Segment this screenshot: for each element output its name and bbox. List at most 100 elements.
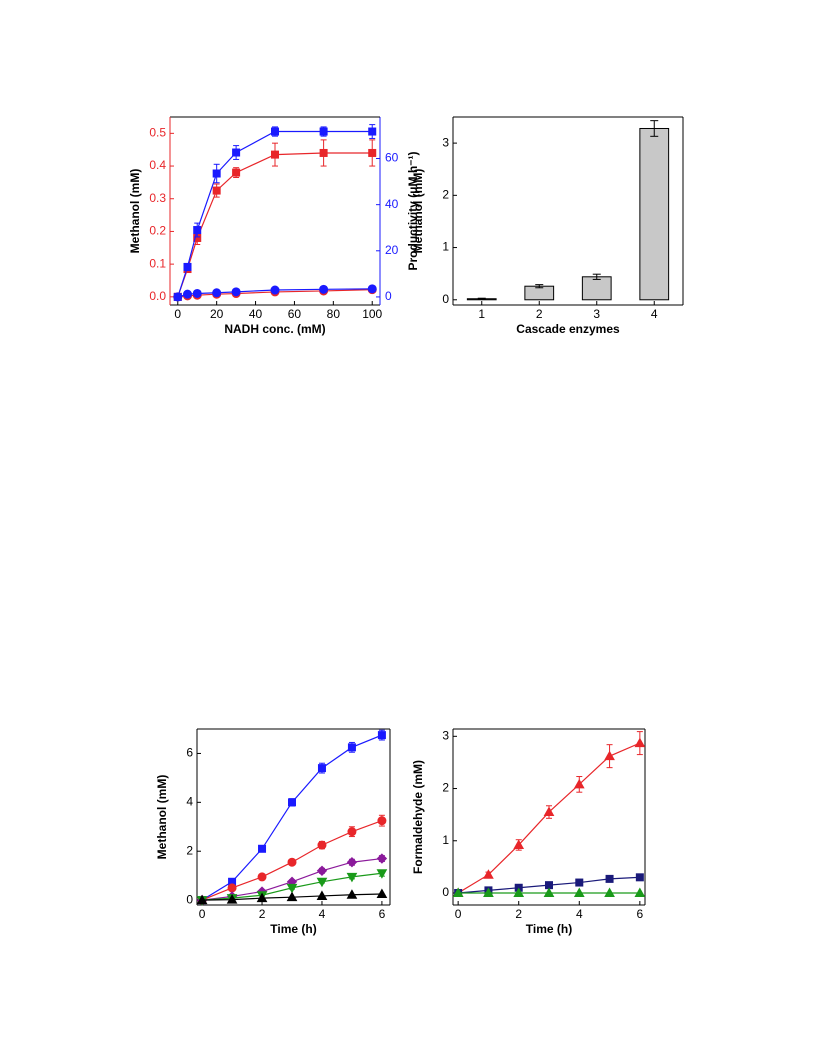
marker	[483, 887, 494, 897]
marker	[193, 226, 202, 235]
error-bar	[592, 273, 601, 280]
x-tick-label: 0	[199, 907, 206, 921]
marker	[604, 887, 615, 897]
marker	[573, 887, 585, 897]
marker	[634, 737, 646, 748]
marker	[316, 877, 328, 888]
y-axis-label: Formaldehyde (mM)	[411, 760, 425, 874]
marker	[227, 883, 237, 893]
x-tick-label: 20	[210, 307, 224, 321]
marker	[196, 894, 208, 905]
x-tick-label: 2	[515, 907, 522, 921]
marker	[316, 865, 328, 876]
marker	[212, 288, 222, 298]
marker	[376, 853, 388, 864]
marker	[232, 168, 241, 177]
marker	[347, 827, 357, 837]
series-line	[177, 130, 373, 298]
y-tick-label: 0	[442, 885, 449, 899]
y-tick-label: 3	[442, 135, 449, 149]
chart: 0 1 2 3 Formaldehyde (mM) Time (h) 0 2 4 6	[411, 728, 646, 936]
x-tick-label: 0	[174, 307, 181, 321]
marker	[286, 883, 298, 894]
y-tick-label: 2	[442, 188, 449, 202]
bar	[639, 127, 670, 301]
x-axis-label: NADH conc. (mM)	[224, 322, 325, 336]
marker	[347, 743, 356, 752]
marker	[543, 887, 555, 897]
y2-tick-label: 20	[385, 243, 399, 257]
marker	[258, 844, 267, 853]
error-bar	[650, 120, 659, 137]
y-tick-label: 0.3	[149, 191, 166, 205]
marker	[192, 288, 202, 298]
marker	[319, 148, 328, 157]
bar	[581, 276, 612, 301]
marker	[367, 284, 377, 294]
y-tick-label: 0	[442, 292, 449, 306]
y-tick-label: 0.5	[149, 126, 166, 140]
marker	[317, 840, 327, 850]
marker	[257, 872, 267, 882]
y-tick-label: 3	[442, 728, 449, 742]
marker	[368, 148, 377, 157]
y-tick-label: 0.4	[149, 158, 166, 172]
marker	[319, 284, 329, 294]
x-tick-label: 4	[651, 307, 658, 321]
marker	[573, 778, 585, 789]
marker	[635, 873, 644, 882]
marker	[377, 731, 386, 740]
marker	[368, 127, 377, 136]
marker	[513, 887, 525, 897]
marker	[376, 888, 388, 898]
y2-tick-label: 0	[385, 289, 392, 303]
marker	[183, 262, 192, 271]
marker	[319, 127, 328, 136]
marker	[346, 857, 358, 868]
marker	[575, 878, 584, 887]
marker	[183, 289, 192, 299]
x-tick-label: 100	[362, 307, 382, 321]
marker	[605, 874, 614, 883]
y-tick-label: 0.0	[149, 289, 166, 303]
marker	[288, 798, 297, 807]
error-bar	[477, 297, 486, 300]
marker	[173, 292, 183, 302]
marker	[270, 285, 280, 295]
y-axis-label: Methanol (mM)	[155, 775, 169, 860]
marker	[271, 150, 279, 159]
x-axis-label: Time (h)	[270, 922, 316, 936]
y-tick-label: 1	[442, 833, 449, 847]
x-axis-label: Cascade enzymes	[516, 322, 620, 336]
marker	[483, 869, 494, 879]
marker	[346, 889, 358, 899]
x-tick-label: 60	[288, 307, 302, 321]
x-tick-label: 3	[593, 307, 600, 321]
marker	[232, 148, 241, 157]
y-tick-label: 4	[186, 795, 193, 809]
x-tick-label: 6	[379, 907, 386, 921]
chart: 0.0 0.1 0.2 0.3 0.4 0.5 0 20 40 60 Methanol (mM) Pr…	[128, 116, 420, 336]
marker	[226, 894, 238, 904]
y2-axis-label: Productivity (μM h⁻¹)	[406, 151, 420, 270]
marker	[346, 872, 358, 883]
y-tick-label: 1	[442, 240, 449, 254]
y-tick-label: 2	[442, 781, 449, 795]
x-tick-label: 6	[637, 907, 644, 921]
marker	[316, 890, 328, 900]
x-tick-label: 4	[319, 907, 326, 921]
y-axis-label: Methanol (mM)	[411, 169, 425, 254]
marker	[231, 287, 241, 297]
marker	[543, 806, 555, 817]
marker	[256, 892, 268, 903]
marker	[452, 887, 464, 897]
error-bar	[535, 284, 544, 289]
marker	[212, 169, 221, 178]
marker	[376, 869, 388, 879]
marker	[271, 127, 279, 136]
marker	[212, 186, 221, 195]
x-tick-label: 0	[455, 907, 462, 921]
series-line	[177, 152, 373, 298]
chart: 0 1 2 3 Methanol (mM) Cascade enzymes 1 2 3 4	[411, 116, 684, 336]
marker	[634, 887, 646, 897]
